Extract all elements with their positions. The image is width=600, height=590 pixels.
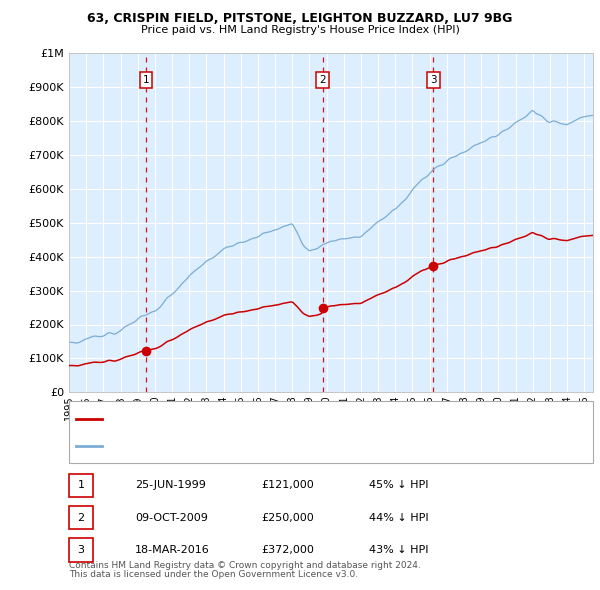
Text: 25-JUN-1999: 25-JUN-1999 xyxy=(135,480,206,490)
Text: 2: 2 xyxy=(77,513,85,523)
Text: 09-OCT-2009: 09-OCT-2009 xyxy=(135,513,208,523)
Text: 63, CRISPIN FIELD, PITSTONE, LEIGHTON BUZZARD, LU7 9BG: 63, CRISPIN FIELD, PITSTONE, LEIGHTON BU… xyxy=(88,12,512,25)
Text: Price paid vs. HM Land Registry's House Price Index (HPI): Price paid vs. HM Land Registry's House … xyxy=(140,25,460,35)
Text: 3: 3 xyxy=(430,76,437,85)
Text: 44% ↓ HPI: 44% ↓ HPI xyxy=(369,513,428,523)
Text: £121,000: £121,000 xyxy=(261,480,314,490)
Text: 2: 2 xyxy=(319,76,326,85)
Text: Contains HM Land Registry data © Crown copyright and database right 2024.: Contains HM Land Registry data © Crown c… xyxy=(69,561,421,570)
Text: 63, CRISPIN FIELD, PITSTONE, LEIGHTON BUZZARD, LU7 9BG (detached house): 63, CRISPIN FIELD, PITSTONE, LEIGHTON BU… xyxy=(106,414,517,424)
Text: 1: 1 xyxy=(77,480,85,490)
Text: 45% ↓ HPI: 45% ↓ HPI xyxy=(369,480,428,490)
Text: HPI: Average price, detached house, Buckinghamshire: HPI: Average price, detached house, Buck… xyxy=(106,441,390,451)
Text: 43% ↓ HPI: 43% ↓ HPI xyxy=(369,545,428,555)
Text: 3: 3 xyxy=(77,545,85,555)
Text: This data is licensed under the Open Government Licence v3.0.: This data is licensed under the Open Gov… xyxy=(69,571,358,579)
Text: 1: 1 xyxy=(143,76,149,85)
Text: £372,000: £372,000 xyxy=(261,545,314,555)
Text: £250,000: £250,000 xyxy=(261,513,314,523)
Text: 18-MAR-2016: 18-MAR-2016 xyxy=(135,545,210,555)
